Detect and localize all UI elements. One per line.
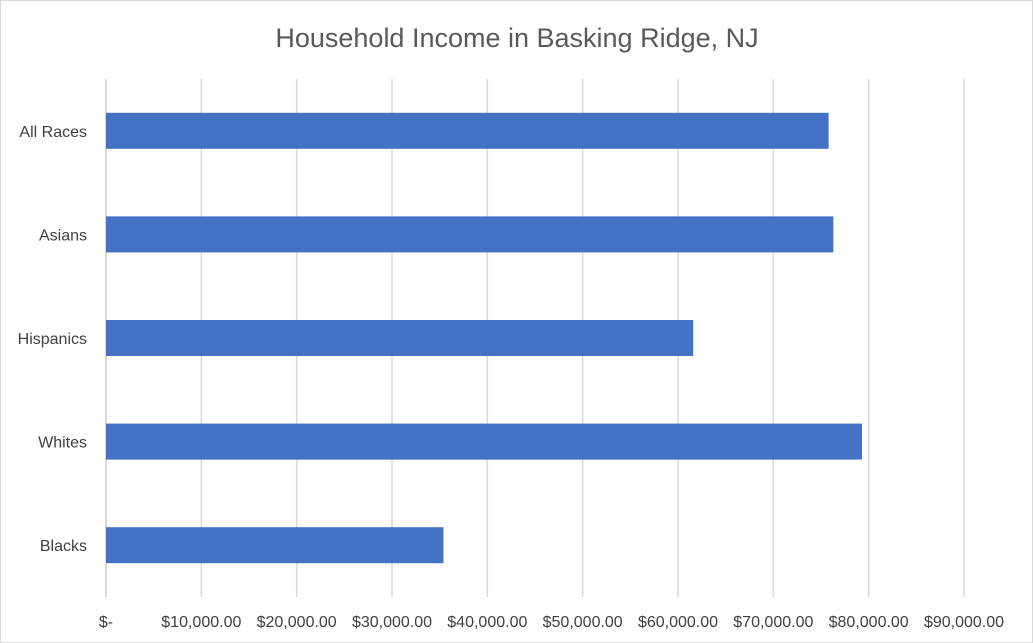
bars (106, 112, 862, 564)
x-tick-label: $70,000.00 (733, 614, 813, 631)
bar (106, 112, 829, 149)
x-tick-label: $30,000.00 (352, 614, 432, 631)
bar (106, 216, 834, 253)
category-label: Hispanics (18, 331, 87, 348)
category-label: All Races (19, 124, 87, 141)
x-tick-label: $40,000.00 (447, 614, 527, 631)
category-label: Whites (38, 435, 87, 452)
bar (106, 527, 444, 564)
bar (106, 423, 862, 460)
category-labels: All Races Asians Hispanics Whites Blacks (18, 124, 87, 555)
category-label: Blacks (40, 538, 87, 555)
category-label: Asians (39, 227, 87, 244)
bar (106, 320, 694, 356)
x-tick-label: $20,000.00 (257, 614, 337, 631)
x-tick-label: $80,000.00 (829, 614, 909, 631)
x-axis-tick-labels: $- $10,000.00 $20,000.00 $30,000.00 $40,000.… (99, 614, 1004, 631)
x-tick-label: $50,000.00 (543, 614, 623, 631)
x-tick-label: $60,000.00 (638, 614, 718, 631)
x-tick-label: $90,000.00 (924, 614, 1004, 631)
x-tick-label: $- (99, 614, 113, 631)
chart-title: Household Income in Basking Ridge, NJ (275, 23, 758, 53)
x-tick-label: $10,000.00 (161, 614, 241, 631)
